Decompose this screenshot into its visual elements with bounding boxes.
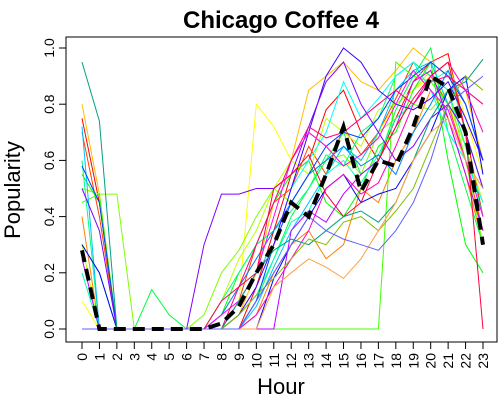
series-line-10 bbox=[81, 46, 484, 330]
y-tick-label: 0.2 bbox=[41, 263, 57, 283]
series-line-3 bbox=[81, 89, 484, 330]
plot-frame bbox=[65, 36, 498, 343]
series-line-28 bbox=[82, 75, 484, 330]
x-tick-label: 15 bbox=[336, 353, 352, 369]
x-tick-label: 14 bbox=[318, 353, 334, 369]
x-tick-label: 21 bbox=[440, 353, 456, 369]
mean-series-layer bbox=[80, 73, 485, 331]
x-tick-label: 0 bbox=[74, 353, 90, 361]
series-line-1 bbox=[81, 52, 484, 330]
series-layer bbox=[81, 46, 484, 330]
x-tick-label: 16 bbox=[353, 353, 369, 369]
x-tick-label: 22 bbox=[458, 353, 474, 369]
x-tick-label: 18 bbox=[388, 353, 404, 369]
x-tick-label: 1 bbox=[91, 353, 107, 361]
y-axis-label: Popularity bbox=[0, 141, 25, 239]
y-tick-label: 0.0 bbox=[41, 319, 57, 339]
x-tick-label: 11 bbox=[266, 353, 282, 368]
x-axis-label: Hour bbox=[257, 374, 305, 399]
x-tick-label: 7 bbox=[196, 353, 212, 361]
x-tick-label: 23 bbox=[475, 353, 491, 369]
x-tick-label: 6 bbox=[179, 353, 195, 361]
x-tick-label: 10 bbox=[248, 353, 264, 369]
series-line-7 bbox=[81, 89, 484, 330]
chart-title: Chicago Coffee 4 bbox=[183, 7, 380, 34]
x-tick-label: 12 bbox=[283, 353, 299, 369]
x-tick-label: 3 bbox=[126, 353, 142, 361]
x-tick-label: 20 bbox=[423, 353, 439, 369]
y-tick-label: 0.4 bbox=[41, 207, 57, 227]
x-tick-label: 5 bbox=[161, 353, 177, 361]
y-tick-label: 1.0 bbox=[41, 38, 57, 58]
x-tick-label: 19 bbox=[405, 353, 421, 369]
x-tick-label: 13 bbox=[301, 353, 317, 369]
x-tick-label: 4 bbox=[144, 353, 160, 361]
mean-series-line bbox=[80, 73, 485, 331]
x-tick-label: 9 bbox=[231, 353, 247, 361]
x-tick-label: 17 bbox=[370, 353, 386, 369]
x-tick-label: 2 bbox=[109, 353, 125, 361]
x-tick-label: 8 bbox=[213, 353, 229, 361]
y-tick-label: 0.8 bbox=[41, 94, 57, 114]
y-tick-label: 0.6 bbox=[41, 150, 57, 170]
